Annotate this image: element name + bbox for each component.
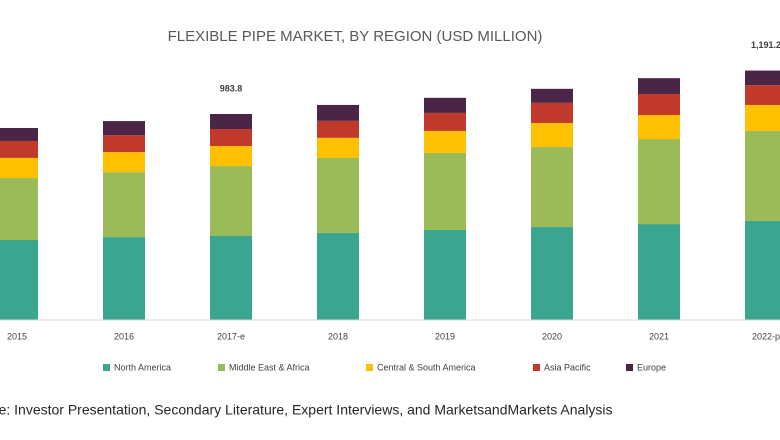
bar-segment (210, 166, 252, 236)
total-label: 1,191.2 (751, 40, 780, 50)
source-note: Source: Investor Presentation, Secondary… (0, 402, 613, 418)
bar-segment (317, 137, 359, 158)
legend-swatch (533, 364, 540, 371)
bar-segment (317, 104, 359, 121)
bar-segment (745, 104, 780, 131)
bar-segment (424, 130, 466, 153)
bar-segment (0, 157, 38, 179)
bar-segment (317, 120, 359, 138)
bar-segment (210, 235, 252, 320)
x-tick-label: 2022-p (752, 331, 780, 341)
bar-segment (638, 139, 680, 225)
total-label: 983.8 (220, 83, 243, 93)
bar-segment (531, 122, 573, 148)
bar-segment (210, 146, 252, 167)
x-tick-label: 2020 (542, 331, 562, 341)
bar-segment (210, 129, 252, 147)
bar-segment (424, 112, 466, 131)
bar-segment (317, 232, 359, 320)
bar-segment (103, 121, 145, 136)
x-tick-label: 2019 (435, 331, 455, 341)
legend-swatch (626, 364, 633, 371)
x-tick-label: 2021 (649, 331, 669, 341)
bar-segment (103, 152, 145, 173)
bar-segment (103, 172, 145, 238)
bar-segment (638, 94, 680, 115)
legend-swatch (103, 364, 110, 371)
bar-segment (317, 157, 359, 233)
chart-title: FLEXIBLE PIPE MARKET, BY REGION (USD MIL… (168, 28, 543, 45)
bar-segment (103, 135, 145, 153)
bar-segment (424, 229, 466, 320)
bar-segment (745, 130, 780, 221)
legend-swatch (218, 364, 225, 371)
bar-segment (424, 152, 466, 230)
bar-segment (0, 127, 38, 141)
bar-segment (638, 114, 680, 140)
legend-label: Central & South America (377, 362, 476, 372)
bar-segment (745, 220, 780, 320)
x-tick-label: 2015 (7, 331, 27, 341)
legend-label: Europe (637, 362, 666, 372)
legend-swatch (366, 364, 373, 371)
bar-segment (638, 224, 680, 320)
legend-label: Asia Pacific (544, 362, 591, 372)
x-tick-label: 2016 (114, 331, 134, 341)
bar-segment (531, 88, 573, 103)
bar-segment (424, 97, 466, 113)
x-tick-label: 2018 (328, 331, 348, 341)
bar-segment (0, 140, 38, 158)
legend-label: Middle East & Africa (229, 362, 310, 372)
bar-segment (745, 85, 780, 105)
bar-segment (638, 78, 680, 95)
x-tick-label: 2017-e (217, 331, 245, 341)
bar-segment (745, 70, 780, 86)
legend-label: North America (114, 362, 171, 372)
bar-segment (0, 240, 38, 320)
bar-segment (0, 178, 38, 241)
bar-segment (531, 147, 573, 228)
bar-segment (103, 237, 145, 320)
bar-segment (531, 102, 573, 123)
bar-segment (531, 227, 573, 320)
bar-segment (210, 113, 252, 130)
